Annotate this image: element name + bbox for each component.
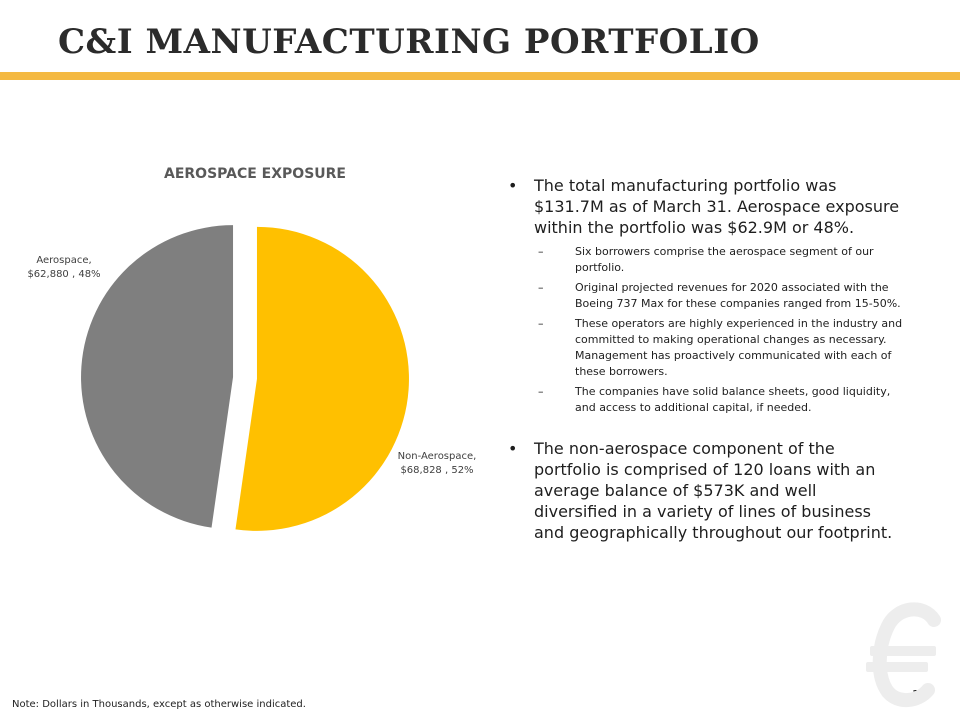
sub-bullet-item: – Six borrowers comprise the aerospace se…	[508, 244, 903, 276]
sub-bullet-item: – These operators are highly experienced …	[508, 316, 903, 380]
pie-slice-aerospace	[81, 225, 234, 528]
sub-bullet-list: – Six borrowers comprise the aerospace se…	[508, 244, 903, 416]
pie-label-non-aerospace-line1: Non-Aerospace,	[397, 451, 477, 462]
euro-style-brand-logo-icon	[866, 602, 941, 707]
title-underline	[0, 72, 960, 80]
bullet-dot: •	[508, 439, 518, 458]
pie-label-aerospace-line1: Aerospace,	[36, 255, 92, 266]
bullet-text: The total manufacturing portfolio was $1…	[534, 176, 900, 237]
sub-bullet-text: These operators are highly experienced i…	[575, 317, 903, 378]
sub-bullet-dash: –	[538, 245, 544, 258]
pie-label-non-aerospace: Non-Aerospace, $68,828 , 52%	[382, 450, 492, 478]
bullet-dot: •	[508, 176, 518, 195]
page-title: C&I MANUFACTURING PORTFOLIO	[58, 22, 760, 62]
pie-slice-non-aerospace	[235, 226, 409, 531]
sub-bullet-item: – Original projected revenues for 2020 as…	[508, 280, 903, 312]
pie-label-non-aerospace-line2: $68,828 , 52%	[400, 465, 474, 476]
sub-bullet-item: – The companies have solid balance sheets…	[508, 384, 903, 416]
bullet-item: • The total manufacturing portfolio was …	[508, 175, 903, 238]
pie-label-aerospace-line2: $62,880 , 48%	[27, 269, 101, 280]
pie-chart	[81, 225, 409, 531]
sub-bullet-text: Original projected revenues for 2020 ass…	[575, 281, 901, 310]
bullet-list: • The total manufacturing portfolio was …	[508, 175, 903, 543]
bullet-item: • The non-aerospace component of the por…	[508, 438, 903, 543]
sub-bullet-dash: –	[538, 317, 544, 330]
sub-bullet-dash: –	[538, 385, 544, 398]
pie-label-aerospace: Aerospace, $62,880 , 48%	[14, 254, 114, 282]
sub-bullet-text: The companies have solid balance sheets,…	[575, 385, 891, 414]
sub-bullet-dash: –	[538, 281, 544, 294]
bullet-text: The non-aerospace component of the portf…	[534, 439, 893, 542]
chart-title: AEROSPACE EXPOSURE	[164, 166, 346, 182]
sub-bullet-text: Six borrowers comprise the aerospace seg…	[575, 245, 874, 274]
footnote: Note: Dollars in Thousands, except as ot…	[12, 699, 306, 710]
